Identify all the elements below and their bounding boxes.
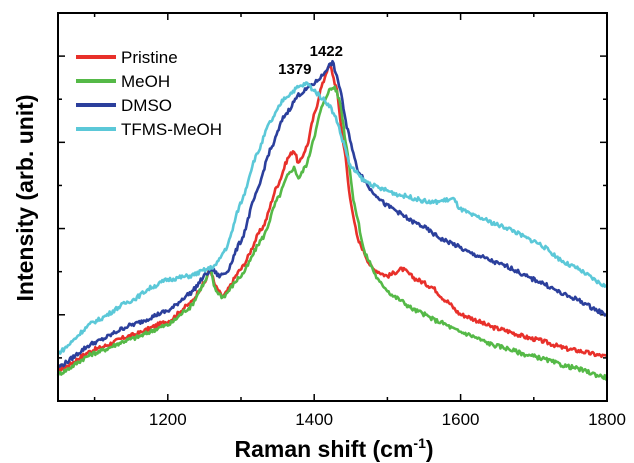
series-line-pristine [57,63,608,373]
y-axis-title: Intensity (arb. unit) [12,95,38,302]
x-axis-tick-labels: 1200 1400 1600 1800 [149,410,626,429]
legend-label: MeOH [121,72,170,91]
peak-label-1422: 1422 [310,43,343,60]
series-line-dmso [56,59,609,369]
series-lines [56,59,609,381]
x-tick-label: 1600 [442,410,480,429]
x-axis-title-superscript: -1 [413,435,426,451]
legend-label: DMSO [121,96,172,115]
x-axis-title: Raman shift (cm-1) [234,435,433,462]
x-tick-label: 1400 [295,410,333,429]
series-line-meoh [56,85,609,381]
x-tick-label: 1200 [149,410,187,429]
y-axis-ticks [58,55,607,359]
plot-frame [57,12,608,402]
x-axis-title-suffix: ) [426,436,434,462]
legend-label: Pristine [121,48,178,67]
peak-label-1379: 1379 [278,61,311,78]
legend: Pristine MeOH DMSO TFMS-MeOH [76,48,222,139]
x-axis-title-main: Raman shift (cm [234,436,413,462]
x-tick-label: 1800 [588,410,626,429]
series-line-tfms-meoh [57,81,608,355]
legend-label: TFMS-MeOH [121,120,222,139]
